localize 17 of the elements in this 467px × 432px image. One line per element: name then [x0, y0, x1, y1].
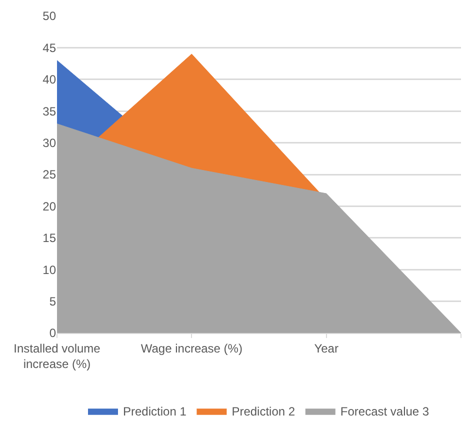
y-tick-label: 5 [49, 294, 56, 308]
y-tick-label: 0 [49, 326, 56, 340]
y-tick-label: 50 [42, 9, 56, 24]
y-tick-label: 10 [42, 262, 56, 277]
y-tick-label: 25 [42, 168, 56, 182]
x-tick-label: Year [314, 341, 338, 356]
x-tick-label: Wage increase (%) [140, 341, 242, 356]
y-tick-label: 35 [42, 104, 56, 118]
legend-label: Prediction 2 [232, 404, 296, 419]
y-tick-label: 30 [42, 136, 56, 150]
x-tick-label: Installed volume increase (%) [14, 341, 101, 371]
legend-label: Prediction 1 [123, 404, 187, 419]
y-tick-label: 45 [42, 40, 56, 55]
y-tick-label: 15 [42, 231, 56, 246]
y-tick-label: 20 [42, 199, 56, 214]
legend-label: Forecast value 3 [340, 404, 430, 419]
y-tick-label: 40 [42, 72, 56, 87]
